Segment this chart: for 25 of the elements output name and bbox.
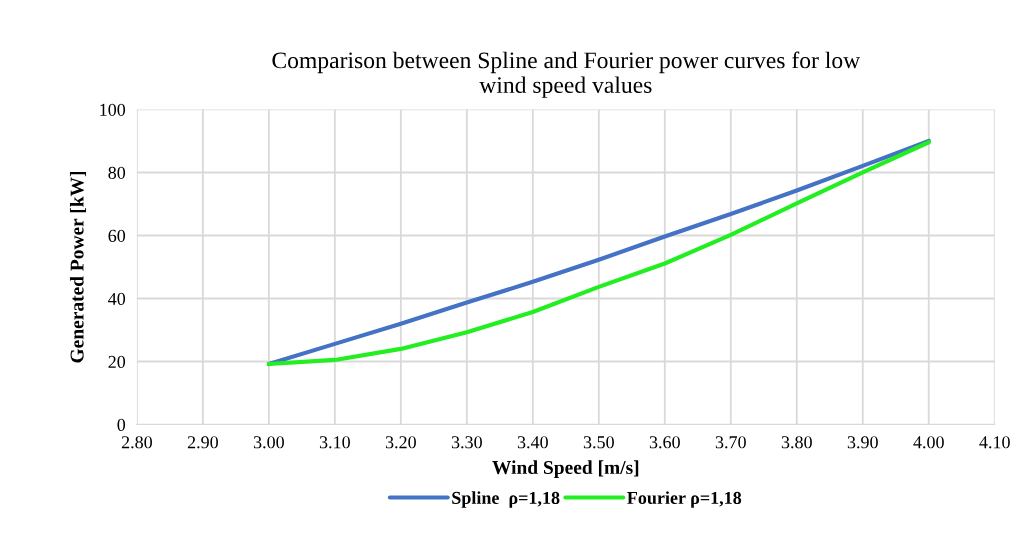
- x-tick-label: 2.90: [187, 436, 218, 449]
- legend-label: Spline ρ=1,18: [452, 491, 560, 508]
- chart-title: Comparison between Spline and Fourier power curves for low wind speed values: [272, 51, 861, 98]
- x-tick-label: 3.20: [385, 436, 416, 449]
- x-tick-label: 3.10: [319, 436, 350, 449]
- x-tick-label: 3.00: [253, 436, 284, 449]
- y-tick-label: 60: [108, 229, 126, 242]
- x-tick-label: 3.90: [847, 436, 878, 449]
- x-axis-title: Wind Speed [m/s]: [492, 460, 639, 478]
- x-tick-label: 4.10: [979, 436, 1010, 449]
- x-tick-label: 3.50: [583, 436, 614, 449]
- x-tick-label: 3.30: [451, 436, 482, 449]
- x-tick-label: 3.40: [517, 436, 548, 449]
- y-axis-title: Generated Power [kW]: [69, 171, 87, 363]
- x-tick-label: 3.60: [649, 436, 680, 449]
- legend-label: Fourier ρ=1,18: [627, 491, 742, 508]
- y-tick-label: 40: [108, 292, 126, 305]
- x-tick-label: 4.00: [913, 436, 944, 449]
- y-tick-label: 0: [117, 418, 126, 431]
- y-tick-label: 20: [108, 355, 126, 368]
- y-tick-label: 100: [100, 103, 126, 116]
- x-tick-label: 3.80: [781, 436, 812, 449]
- y-tick-label: 80: [108, 166, 126, 179]
- x-tick-label: 2.80: [121, 436, 152, 449]
- x-tick-label: 3.70: [715, 436, 746, 449]
